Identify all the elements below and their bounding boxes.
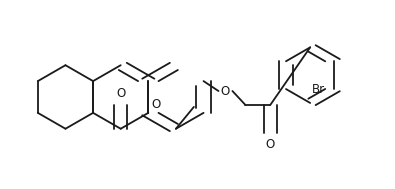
- Text: O: O: [266, 138, 275, 151]
- Text: Br: Br: [312, 83, 325, 96]
- Text: O: O: [116, 87, 125, 100]
- Text: O: O: [151, 98, 160, 112]
- Text: O: O: [221, 84, 230, 98]
